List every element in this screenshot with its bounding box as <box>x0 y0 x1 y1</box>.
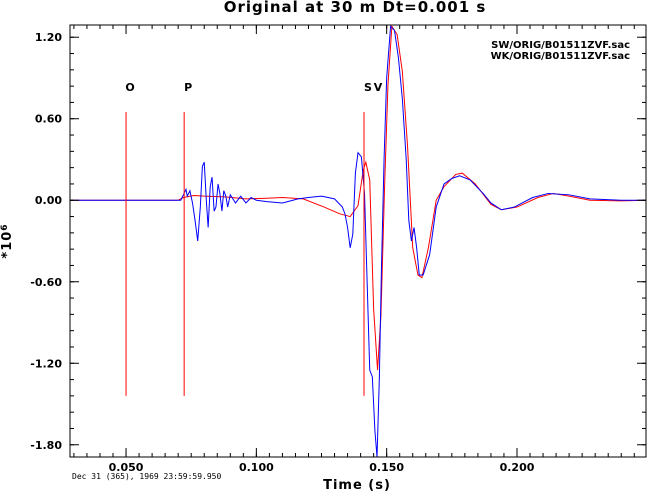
x-tick-label: 0.150 <box>369 461 404 474</box>
y-tick-label: -1.80 <box>30 439 62 452</box>
x-tick-label: 0.200 <box>500 461 535 474</box>
y-axis: 1.20 0.60 0.00 -0.60 -1.20 -1.80 <box>30 31 646 452</box>
y-tick-label: 0.00 <box>35 194 62 207</box>
x-tick-label: 0.050 <box>109 461 144 474</box>
x-tick-label: 0.100 <box>239 461 274 474</box>
y-tick-label: -0.60 <box>30 276 62 289</box>
y-tick-label: -1.20 <box>30 357 62 370</box>
y-tick-label: 1.20 <box>35 31 62 44</box>
series-line-1 <box>70 25 646 458</box>
legend: SW/ORIG/B01511ZVF.sac WK/ORIG/B01511ZVF.… <box>491 40 630 62</box>
phase-label-p: P <box>184 81 192 94</box>
x-axis: 0.050 0.100 0.150 0.200 <box>73 25 635 474</box>
y-axis-exponent: 6 <box>0 223 10 230</box>
reference-date-label: Dec 31 (365), 1969 23:59:59.950 <box>72 472 221 481</box>
legend-entry-wk: WK/ORIG/B01511ZVF.sac <box>491 51 630 62</box>
phase-label-extra: V <box>374 81 383 94</box>
y-axis-title: *106 <box>0 223 15 258</box>
series-line-0 <box>70 24 647 371</box>
x-axis-title: Time (s) <box>323 478 391 493</box>
phase-label-o: O <box>125 81 134 94</box>
phase-label-s: S <box>364 81 372 94</box>
y-tick-label: 0.60 <box>35 113 62 126</box>
plot-frame <box>69 24 647 458</box>
chart-title: Original at 30 m Dt=0.001 s <box>224 0 487 16</box>
series-group <box>70 24 647 458</box>
legend-entry-sw: SW/ORIG/B01511ZVF.sac <box>491 40 630 51</box>
